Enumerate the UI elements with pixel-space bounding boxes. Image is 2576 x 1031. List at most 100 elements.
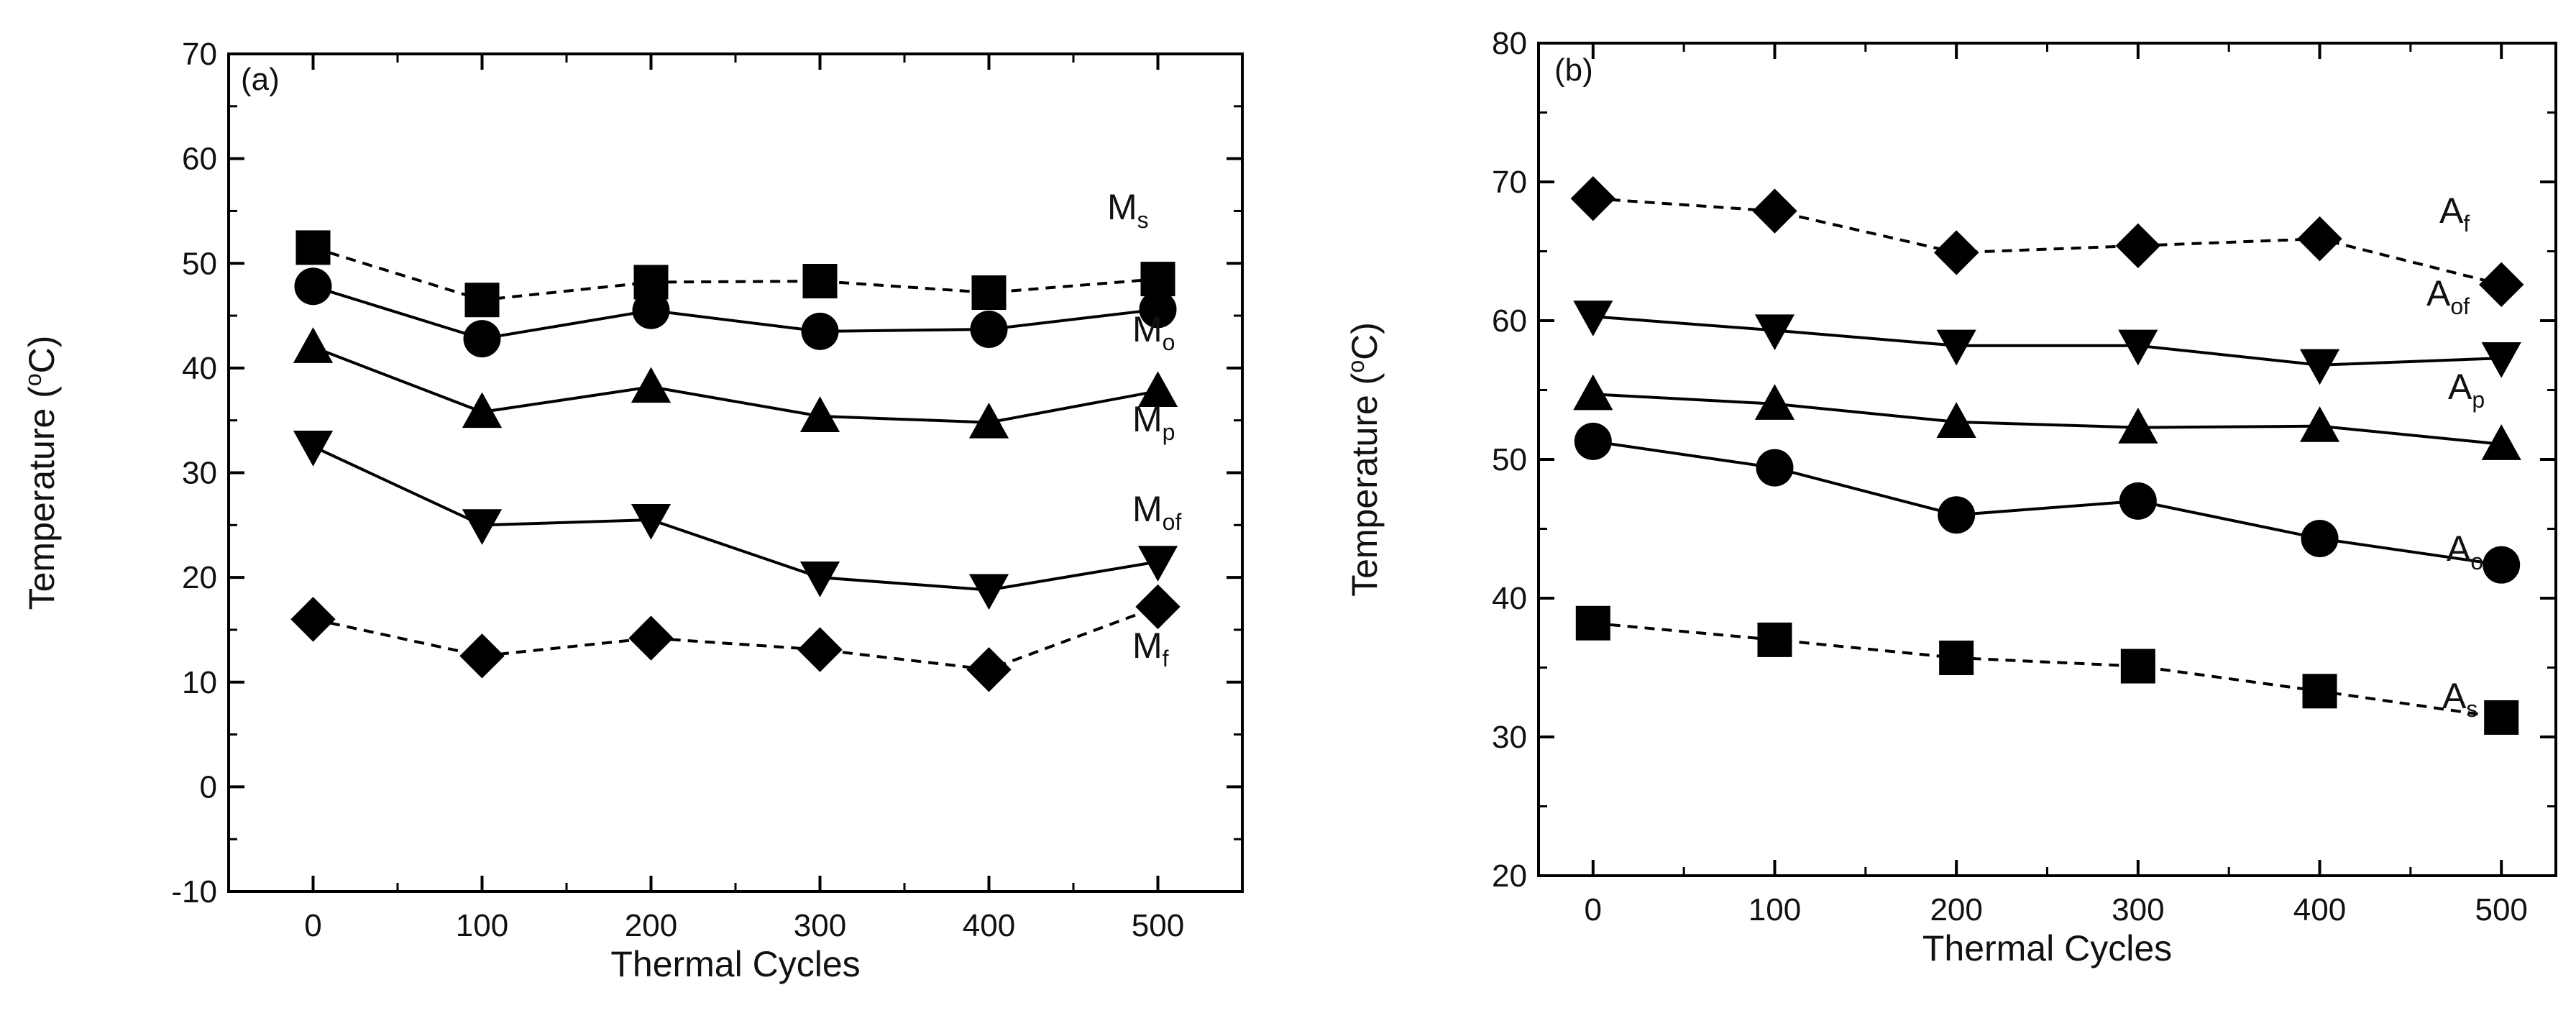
y-axis-title: Temperature (oC)	[20, 336, 62, 610]
data-point-Mp	[462, 392, 503, 429]
data-point-Mf	[1135, 584, 1181, 630]
data-point-Ap	[2118, 408, 2158, 444]
y-axis-title: Temperature (oC)	[1343, 322, 1385, 597]
y-tick-label: 0	[200, 769, 217, 805]
series-Mp: Mp	[293, 327, 1178, 445]
series-line-Mof	[312, 445, 1158, 592]
data-point-Af	[1752, 188, 1797, 234]
data-point-Mof	[631, 503, 671, 540]
series-label-Mo: Mo	[1132, 309, 1175, 355]
series-label-Mp: Mp	[1132, 399, 1175, 445]
data-point-As	[2120, 649, 2155, 684]
data-point-Af	[1933, 230, 1979, 275]
x-tick-label: 100	[456, 908, 508, 943]
series-line-As	[1592, 621, 2502, 719]
data-point-Mof	[968, 574, 1009, 610]
data-point-Aof	[1754, 314, 1795, 351]
data-point-Ap	[1754, 384, 1795, 420]
series-Af: Af	[1570, 175, 2524, 308]
data-point-Mof	[462, 509, 503, 545]
series-Mo: Mo	[294, 267, 1177, 358]
series-label-As: As	[2442, 676, 2478, 722]
x-axis-title: Thermal Cycles	[610, 944, 860, 984]
y-tick-label: 20	[182, 560, 217, 595]
x-tick-label: 500	[1132, 908, 1184, 943]
y-tick-label: 30	[182, 456, 217, 491]
data-point-Ap	[2481, 424, 2521, 460]
data-point-Mo	[294, 267, 332, 306]
data-point-Ms	[1140, 262, 1175, 297]
data-point-As	[2302, 674, 2337, 709]
y-tick-label: 40	[1492, 581, 1527, 616]
y-tick-label: 30	[1492, 720, 1527, 755]
data-point-Mp	[631, 367, 671, 403]
data-point-As	[1939, 640, 1974, 675]
data-point-Ao	[1574, 422, 1612, 460]
panel-b: 20 30 40 50 60 70 80 0 100 200 300 400 500 Thermal Cy…	[1343, 26, 2557, 968]
data-point-Mp	[1137, 371, 1178, 407]
data-point-Ap	[1573, 374, 1613, 411]
data-point-Mf	[797, 627, 843, 672]
series-Mf: Mf	[290, 584, 1181, 692]
y-tick-label: -10	[171, 874, 217, 909]
data-point-Mof	[799, 562, 840, 597]
series-label-Ms: Ms	[1107, 187, 1149, 233]
series-line-Aof	[1592, 315, 2502, 367]
data-point-Ms	[295, 230, 331, 265]
data-point-Mp	[293, 327, 334, 363]
x-tick-label: 300	[2112, 892, 2164, 927]
x-tick-label: 300	[794, 908, 846, 943]
series-line-Mf	[313, 605, 1159, 672]
series-Mof: Mof	[293, 431, 1181, 610]
x-tick-label: 400	[963, 908, 1015, 943]
y-tick-label: 70	[182, 37, 217, 72]
x-tick-label: 0	[304, 908, 321, 943]
panel-a: -10 0 10 20 30 40 50 60 70 0 100 200 300 400 500 Therma…	[20, 37, 1244, 984]
data-point-Aof	[2118, 329, 2158, 366]
data-point-Af	[1570, 175, 1616, 221]
series-label-Ap: Ap	[2448, 367, 2485, 413]
x-axis-title: Thermal Cycles	[1922, 928, 2172, 968]
series-Ap: Ap	[1573, 367, 2521, 460]
series-label-Af: Af	[2439, 191, 2470, 237]
data-point-Mf	[459, 633, 505, 679]
y-tick-label: 40	[182, 351, 217, 386]
data-point-Mo	[1139, 290, 1177, 329]
data-point-Ms	[464, 283, 500, 318]
data-point-Aof	[1573, 301, 1613, 336]
data-point-Ms	[971, 275, 1007, 311]
x-tick-label: 200	[1930, 892, 1982, 927]
y-tick-label: 50	[182, 246, 217, 281]
data-point-Aof	[2481, 342, 2521, 378]
data-point-As	[2484, 700, 2519, 735]
series-label-Aof: Aof	[2426, 273, 2470, 319]
data-point-As	[1757, 622, 1792, 657]
x-tick-label: 100	[1748, 892, 1801, 927]
data-point-As	[1575, 605, 1610, 641]
data-point-Mo	[801, 312, 839, 350]
x-tick-label: 500	[2475, 892, 2527, 927]
series-label-Ao: Ao	[2447, 528, 2483, 574]
data-point-Mf	[966, 647, 1012, 692]
data-point-Mo	[632, 291, 670, 329]
x-tick-label: 400	[2293, 892, 2346, 927]
series-As: As	[1575, 605, 2519, 735]
y-tick-label: 60	[182, 142, 217, 177]
y-tick-label: 20	[1492, 858, 1527, 894]
data-point-Mo	[970, 310, 1008, 348]
y-tick-label: 50	[1492, 442, 1527, 477]
series-line-Af	[1592, 197, 2502, 286]
data-point-Ms	[802, 264, 838, 299]
data-point-Mp	[968, 403, 1009, 439]
panel-tag: (b)	[1554, 52, 1593, 88]
y-tick-label: 10	[182, 665, 217, 700]
data-point-Af	[2297, 216, 2342, 262]
data-point-Aof	[2299, 349, 2340, 385]
data-point-Ap	[2299, 406, 2340, 442]
series-label-Mf: Mf	[1132, 626, 1169, 672]
series-line-Ap	[1592, 393, 2502, 446]
y-tick-label: 80	[1492, 26, 1527, 61]
data-point-Mo	[463, 320, 501, 358]
y-tick-label: 70	[1492, 165, 1527, 200]
